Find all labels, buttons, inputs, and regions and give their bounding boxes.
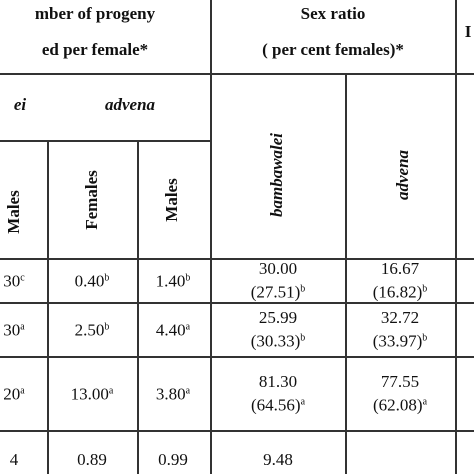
cell-letter: b [300,332,306,344]
cell-letter: b [104,321,110,333]
cell-letter: a [20,321,25,333]
rule [0,302,474,304]
cell: 3.80a [156,380,190,407]
sex: Females [82,170,101,230]
cell-letter: b [185,272,191,284]
cell-value: 16.67 [380,259,420,278]
cell: 77.55 [381,370,419,394]
cell: 9.48 [263,448,293,472]
cell-letter: c [20,272,25,284]
cell-letter: a [185,385,191,397]
cell: 0.89 [77,448,107,472]
cell: 20a [3,380,24,407]
cell-letter: a [300,396,306,408]
species: advena [393,149,412,201]
rule [47,140,49,474]
header: ed per female* [41,40,149,59]
cell-value: 0.40 [74,271,105,291]
cell-value: 30.00 [258,259,298,278]
cell: (33.97)b [373,327,428,354]
rule [0,140,210,142]
cell: (30.33)b [251,327,306,354]
cell: (64.56)a [251,391,305,418]
cell: (16.82)b [373,278,428,305]
cell-value: 20 [3,384,21,404]
cell: 0.40b [75,267,110,294]
sex: Males [162,178,181,222]
cell-value: 4 [9,450,19,469]
cell-value: (64.56) [250,395,301,415]
cell-value: 3.80 [155,384,186,404]
rule [0,258,474,260]
cell: 81.30 [259,370,297,394]
rule [345,73,347,474]
cell: 4 [10,448,19,472]
cell: 30a [3,316,24,343]
rule [0,356,474,358]
cell: 30c [3,267,24,294]
cell: 1.40b [156,267,191,294]
cell-letter: a [108,385,114,397]
cell-value: 77.55 [380,372,420,391]
cell-value: 0.99 [158,450,188,469]
cell-value: 0.89 [77,450,107,469]
cell-value: 2.50 [74,320,105,340]
cell: 32.72 [381,306,419,330]
cell-letter: a [185,321,191,333]
species: advena [104,95,156,114]
cell: 4.40a [156,316,190,343]
cell-letter: b [104,272,110,284]
cell-value: 30 [3,320,21,340]
cell: (62.08)a [373,391,427,418]
cell: 16.67 [381,257,419,281]
cell-value: 13.00 [70,384,109,404]
cell: 2.50b [75,316,110,343]
cell-value: 30 [3,271,21,291]
cell-value: 25.99 [258,308,298,327]
cell-value: (27.51) [250,282,301,302]
sex: Males [4,190,23,234]
rule [455,0,457,474]
cell: 0.99 [158,448,188,472]
header: I [464,22,472,41]
rule [210,0,212,474]
header: ( per cent females)* [262,40,404,59]
cell-value: (62.08) [372,395,423,415]
cell: (27.51)b [251,278,306,305]
cell-value: (30.33) [250,331,301,351]
rule [0,430,474,432]
cell-value: 81.30 [258,372,298,391]
cell-value: 32.72 [380,308,420,327]
header: mber of progeny [34,4,156,23]
cell-value: (16.82) [372,282,423,302]
rule [210,73,474,75]
cell-value: 9.48 [263,450,293,469]
cell-letter: b [300,283,306,295]
species: bambawalei [267,132,286,218]
rule [0,73,210,75]
cell-letter: a [422,396,428,408]
cell-letter: a [20,385,25,397]
header: Sex ratio [300,4,366,23]
cell: 30.00 [259,257,297,281]
rule [137,140,139,474]
cell-letter: b [422,283,428,295]
cell: 25.99 [259,306,297,330]
cell-value: 4.40 [155,320,186,340]
cell-letter: b [422,332,428,344]
cell: 13.00a [71,380,114,407]
cell-value: (33.97) [372,331,423,351]
cell-value: 1.40 [155,271,186,291]
species: ei [13,95,27,114]
